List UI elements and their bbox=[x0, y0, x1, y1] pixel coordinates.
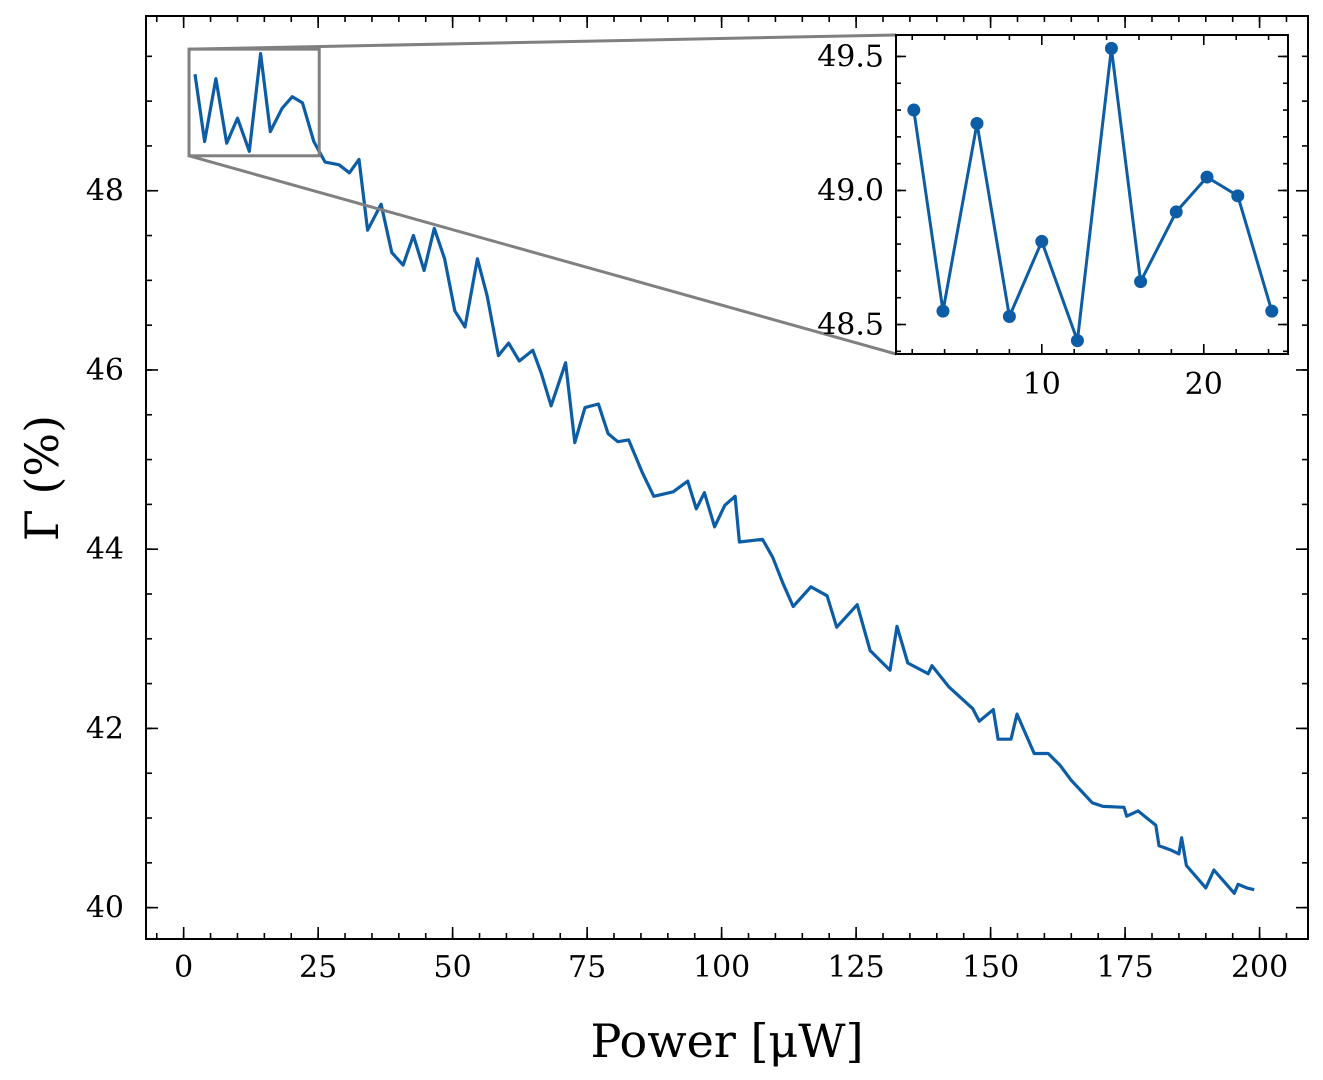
main-y-tick-label: 48 bbox=[86, 174, 124, 209]
inset-data-point bbox=[1169, 205, 1183, 219]
zoom-connector-bottom bbox=[188, 154, 897, 356]
main-y-tick-label: 42 bbox=[86, 711, 124, 746]
main-series-line bbox=[193, 51, 1255, 895]
main-x-tick-label: 125 bbox=[827, 950, 884, 985]
inset-data-point bbox=[1070, 334, 1084, 348]
inset-x-tick-label: 10 bbox=[1023, 367, 1061, 402]
zoom-indicator bbox=[187, 33, 897, 356]
main-x-tick-label: 150 bbox=[962, 950, 1019, 985]
main-y-tick-label: 46 bbox=[86, 353, 124, 388]
main-y-tick-label: 40 bbox=[86, 891, 124, 926]
main-x-tick-label: 50 bbox=[434, 950, 472, 985]
inset-frame bbox=[895, 34, 1289, 355]
y-axis-label: Γ (%) bbox=[15, 415, 69, 541]
inset-y-tick-label: 49.0 bbox=[817, 173, 884, 208]
inset-y-tick-label: 49.5 bbox=[817, 39, 884, 74]
inset-data-point bbox=[936, 304, 950, 318]
main-x-tick-label: 200 bbox=[1231, 950, 1288, 985]
main-x-tick-label: 100 bbox=[693, 950, 750, 985]
main-x-tick-label: 175 bbox=[1096, 950, 1153, 985]
main-frame bbox=[145, 15, 1309, 940]
inset-plot: 10 20 48.5 49.0 49.5 bbox=[817, 34, 1289, 402]
inset-data-point bbox=[1035, 234, 1049, 248]
main-x-tick-label: 25 bbox=[299, 950, 337, 985]
inset-data-point bbox=[1134, 275, 1148, 289]
main-y-tick-label: 44 bbox=[86, 532, 124, 567]
inset-data-point bbox=[1002, 309, 1016, 323]
main-x-tick-label: 0 bbox=[174, 950, 193, 985]
inset-data-point bbox=[907, 103, 921, 117]
x-axis-label: Power [μW] bbox=[590, 1014, 863, 1068]
inset-data-point bbox=[1104, 41, 1118, 55]
inset-x-tick-label: 20 bbox=[1185, 367, 1223, 402]
zoom-connector-top bbox=[189, 33, 897, 51]
main-x-tick-label: 75 bbox=[568, 950, 606, 985]
inset-data-point bbox=[970, 116, 984, 130]
inset-data-point bbox=[1200, 170, 1214, 184]
inset-y-tick-label: 48.5 bbox=[817, 308, 884, 343]
inset-background bbox=[896, 35, 1288, 354]
main-plot: 0 25 50 75 100 125 150 175 200 40 42 44 46 48 bbox=[86, 15, 1309, 985]
inset-data-point bbox=[1231, 189, 1245, 203]
inset-data-point bbox=[1265, 304, 1279, 318]
